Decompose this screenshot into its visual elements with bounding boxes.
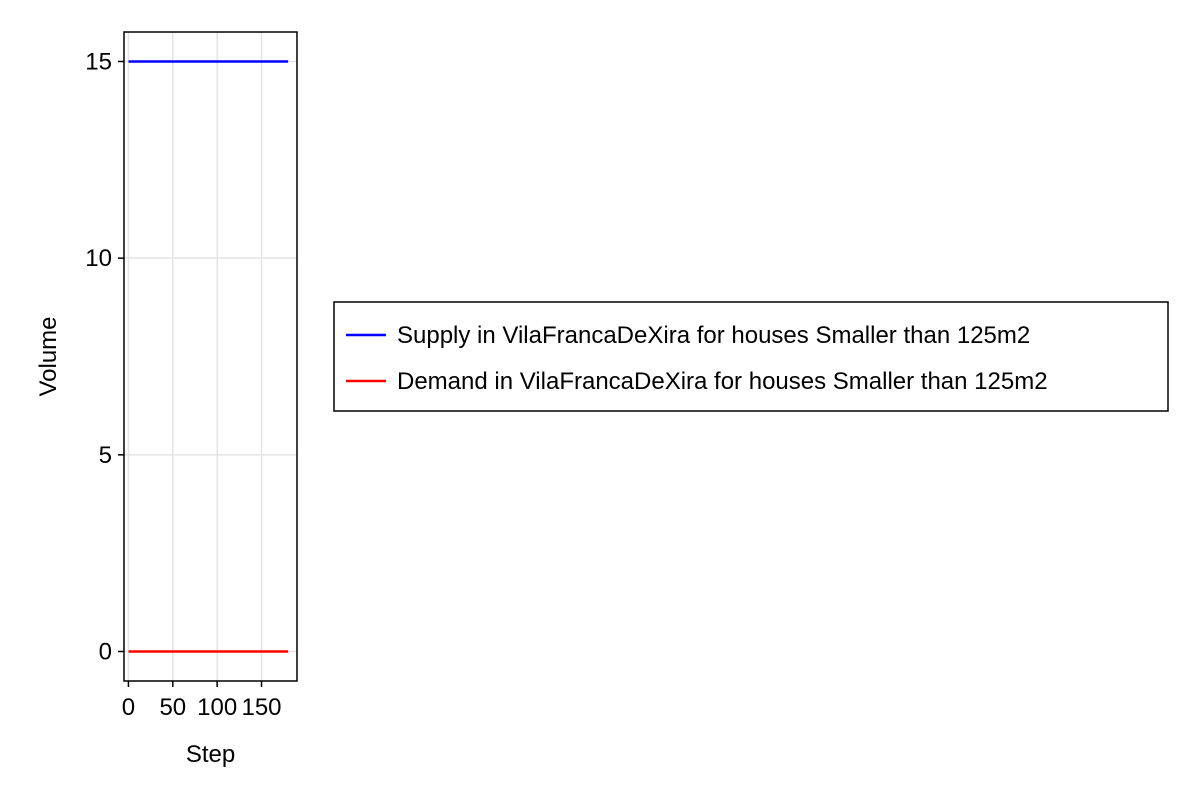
y-axis-label: Volume: [35, 316, 62, 396]
legend-label-demand: Demand in VilaFrancaDeXira for houses Sm…: [397, 368, 1048, 395]
x-tick-label: 150: [241, 694, 281, 721]
x-tick-label: 50: [159, 694, 186, 721]
legend-box: [333, 301, 1169, 412]
x-tick-label: 0: [122, 694, 135, 721]
x-tick-label: 100: [197, 694, 237, 721]
x-axis-label: Step: [186, 741, 235, 768]
series-lines: [128, 60, 289, 653]
y-tick-label: 5: [99, 442, 112, 469]
legend: Supply in VilaFrancaDeXira for houses Sm…: [333, 301, 1169, 412]
x-axis-ticks: 0 50 100 150: [122, 681, 282, 721]
legend-label-supply: Supply in VilaFrancaDeXira for houses Sm…: [397, 322, 1030, 349]
y-tick-label: 15: [85, 49, 112, 76]
y-tick-label: 0: [99, 639, 112, 666]
plot-frame: [123, 31, 298, 682]
y-axis-ticks: 0 5 10 15: [85, 49, 124, 666]
grid-lines: [124, 32, 297, 681]
y-tick-label: 10: [85, 245, 112, 272]
